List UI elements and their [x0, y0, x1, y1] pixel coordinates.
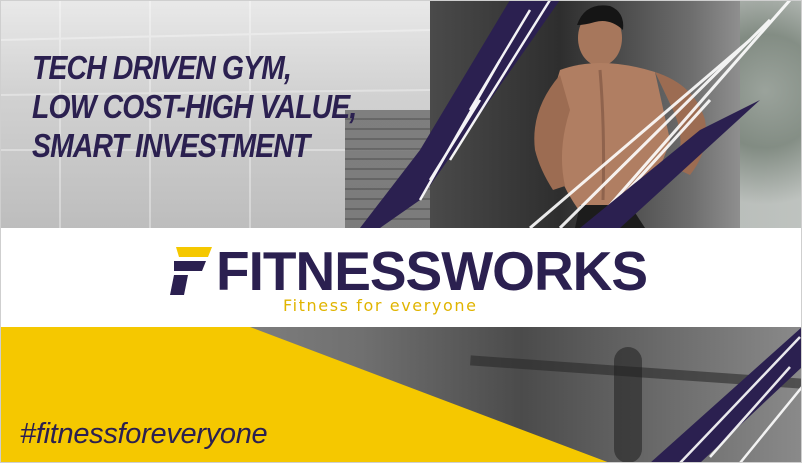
yellow-triangle-shape	[0, 327, 610, 463]
hashtag: #fitnessforeveryone	[20, 418, 268, 450]
white-brush-streaks	[529, 0, 792, 228]
headline-line-1: TECH DRIVEN GYM,	[32, 49, 292, 86]
brand-name: FITNESSWORKS	[216, 240, 648, 302]
purple-brush-stroke-bottom	[650, 327, 802, 463]
window-grid-decoration	[0, 0, 430, 228]
battle-rope-vertical	[614, 347, 642, 463]
brand-tagline: Fitness for everyone	[283, 296, 478, 315]
gym-photo-top	[0, 0, 802, 228]
headline-line-2: LOW COST-HIGH VALUE,	[32, 88, 357, 125]
headline: TECH DRIVEN GYM, LOW COST-HIGH VALUE, SM…	[32, 48, 357, 165]
purple-brush-stroke-top	[360, 0, 560, 228]
headline-line-3: SMART INVESTMENT	[32, 127, 310, 164]
brand-band: FITNESSWORKS Fitness for everyone	[0, 228, 802, 327]
brand-logo: FITNESSWORKS	[168, 240, 648, 302]
f-letter-logo-icon	[170, 247, 212, 295]
